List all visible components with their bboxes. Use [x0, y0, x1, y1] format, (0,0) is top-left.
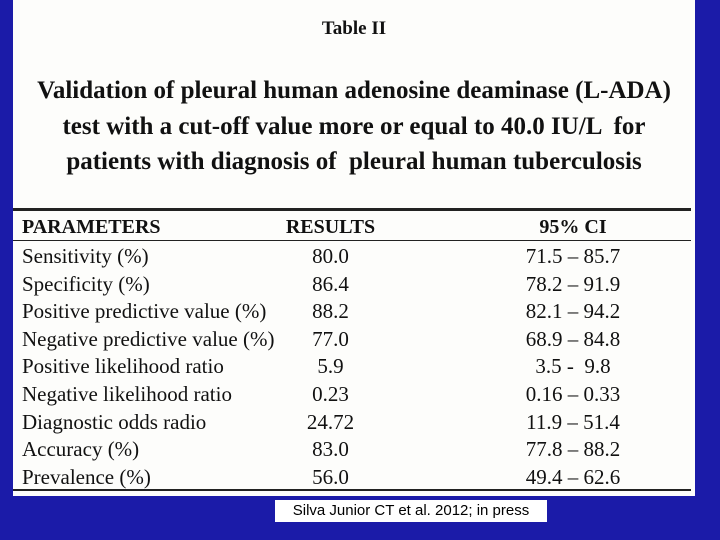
table-cell: 77.8 – 88.2 — [525, 437, 621, 462]
table-cell: Prevalence (%) — [22, 464, 151, 489]
top-rule — [13, 208, 691, 211]
table-cell: 0.23 — [312, 382, 349, 406]
table-cell: 3.5 - 9.8 — [535, 354, 611, 379]
table-cell: Diagnostic odds radio — [22, 409, 207, 434]
table-cell: 82.1 – 94.2 — [525, 299, 621, 324]
table-cell: Negative likelihood ratio — [22, 382, 232, 406]
header-rule — [13, 240, 691, 241]
table-cell: 71.5 – 85.7 — [525, 244, 621, 268]
bottom-rule — [13, 489, 691, 491]
heading-line: patients with diagnosis of pleural human… — [66, 148, 642, 175]
heading-line: test with a cut-off value more or equal … — [62, 113, 646, 140]
table-cell: 5.9 — [317, 354, 344, 379]
table-label: Table II — [321, 18, 387, 39]
table-cell: 83.0 — [312, 437, 349, 462]
table-cell: 49.4 – 62.6 — [525, 464, 621, 489]
table-cell: 78.2 – 91.9 — [525, 271, 621, 296]
column-header: 95% CI — [539, 216, 607, 238]
table-cell: 68.9 – 84.8 — [525, 326, 621, 351]
table-cell: Sensitivity (%) — [22, 244, 149, 268]
table-cell: 56.0 — [312, 464, 349, 489]
table-cell: 24.72 — [306, 409, 355, 434]
table-cell: 0.16 – 0.33 — [525, 382, 621, 406]
table-cell: 88.2 — [312, 299, 349, 324]
table-cell: 77.0 — [312, 326, 349, 351]
table-cell: Positive likelihood ratio — [22, 354, 224, 379]
table-cell: 80.0 — [312, 244, 349, 268]
table-cell: 11.9 – 51.4 — [526, 409, 620, 434]
column-header: RESULTS — [285, 216, 376, 238]
citation: Silva Junior CT et al. 2012; in press — [275, 500, 547, 522]
table-cell: Negative predictive value (%) — [22, 326, 275, 351]
table-cell: 86.4 — [312, 271, 349, 296]
heading-line: Validation of pleural human adenosine de… — [37, 77, 671, 104]
table-cell: Positive predictive value (%) — [22, 299, 267, 324]
table-cell: Specificity (%) — [22, 271, 150, 296]
table-panel: Table II Validation of pleural human ade… — [13, 0, 695, 496]
column-header: PARAMETERS — [22, 216, 161, 238]
table-cell: Accuracy (%) — [22, 437, 140, 462]
